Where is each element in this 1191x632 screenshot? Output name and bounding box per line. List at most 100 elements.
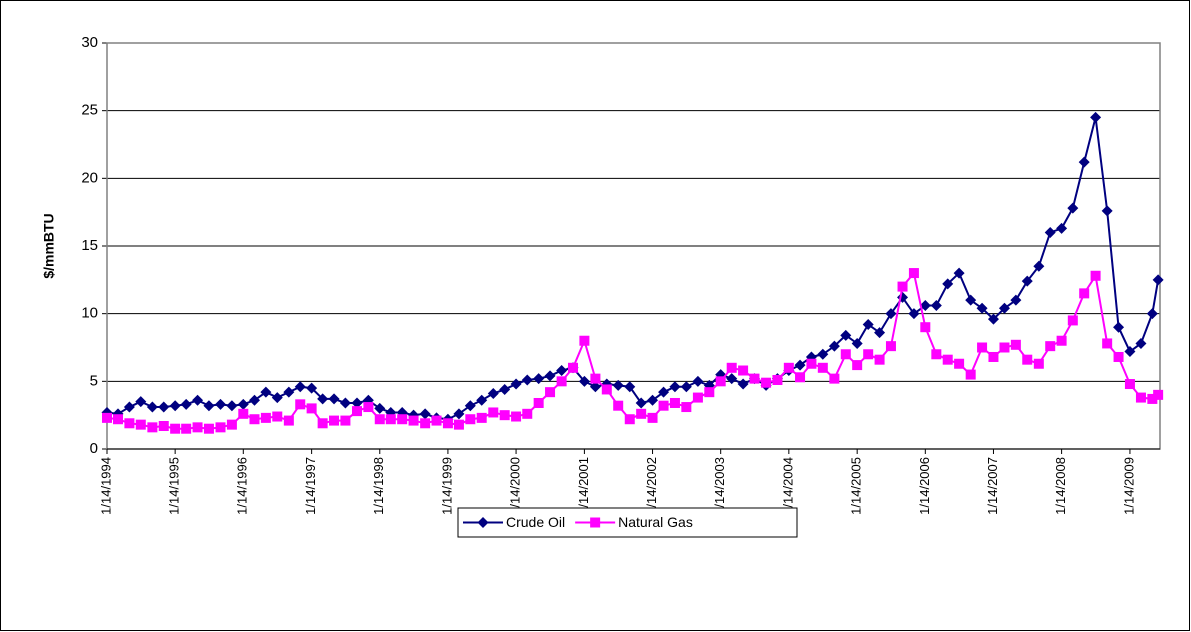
marker (283, 415, 294, 426)
marker (568, 362, 579, 373)
marker (260, 386, 272, 398)
marker (1147, 393, 1158, 404)
marker (1044, 226, 1056, 238)
marker (1146, 308, 1158, 320)
marker (1045, 341, 1056, 352)
marker (817, 348, 829, 360)
legend-box (457, 507, 798, 538)
marker (238, 408, 249, 419)
marker (1113, 321, 1125, 333)
marker (1090, 270, 1101, 281)
marker (613, 400, 624, 411)
marker (658, 400, 669, 411)
marker (1135, 392, 1146, 403)
marker (998, 302, 1010, 314)
legend-label: Crude Oil (506, 514, 565, 530)
marker (1152, 274, 1164, 286)
marker (601, 384, 612, 395)
marker (1102, 338, 1113, 349)
y-tick-label: 5 (90, 372, 98, 389)
marker (647, 394, 659, 406)
marker (203, 400, 215, 412)
marker (420, 418, 431, 429)
marker (419, 408, 431, 420)
marker (669, 381, 681, 393)
marker (1067, 315, 1078, 326)
marker (556, 365, 568, 377)
marker (908, 308, 920, 320)
marker (397, 414, 408, 425)
marker (215, 398, 227, 410)
marker (635, 397, 647, 409)
marker (590, 517, 601, 528)
marker (874, 354, 885, 365)
marker (226, 419, 237, 430)
marker (681, 402, 692, 413)
marker (1101, 205, 1113, 217)
marker (510, 378, 522, 390)
marker (976, 302, 988, 314)
marker (624, 381, 636, 393)
legend: Crude Oil Natural Gas (457, 507, 798, 538)
marker (862, 318, 874, 330)
marker (1078, 156, 1090, 168)
marker (1124, 379, 1135, 390)
marker (795, 372, 806, 383)
marker (533, 373, 545, 385)
y-tick-label: 15 (81, 237, 98, 254)
marker (851, 337, 863, 349)
marker (863, 349, 874, 360)
marker (488, 407, 499, 418)
y-tick-label: 20 (81, 169, 98, 186)
marker (669, 397, 680, 408)
marker (726, 362, 737, 373)
marker (453, 419, 464, 430)
marker (1010, 339, 1021, 350)
marker (521, 374, 533, 386)
marker (919, 300, 931, 312)
marker (545, 387, 556, 398)
marker (953, 267, 965, 279)
marker (544, 370, 556, 382)
marker (828, 340, 840, 352)
marker (874, 327, 886, 339)
marker (226, 400, 238, 412)
series-line (106, 270, 1159, 430)
x-tick-label: 1/14/2005 (849, 457, 864, 515)
marker (374, 414, 385, 425)
y-tick-label: 25 (81, 102, 98, 119)
x-tick-label: 1/14/1994 (98, 457, 113, 515)
marker (829, 373, 840, 384)
marker (158, 420, 169, 431)
marker (146, 401, 158, 413)
marker (1135, 337, 1147, 349)
marker (930, 300, 942, 312)
marker (1067, 202, 1079, 214)
y-tick-label: 10 (81, 305, 98, 322)
x-tick-label: 1/14/2004 (780, 457, 795, 515)
marker (147, 422, 158, 433)
y-tick-label: 30 (81, 34, 98, 51)
y-axis-label: $/mmBTU (41, 213, 57, 278)
marker (737, 378, 749, 390)
marker (590, 373, 601, 384)
marker (692, 392, 703, 403)
marker (1079, 288, 1090, 299)
marker (113, 414, 124, 425)
marker (283, 386, 295, 398)
marker (351, 397, 363, 409)
x-tick-label: 1/14/2006 (917, 457, 932, 515)
marker (1033, 358, 1044, 369)
marker (920, 322, 931, 333)
marker (408, 415, 419, 426)
marker (885, 308, 897, 320)
y-tick-label: 0 (90, 440, 98, 457)
marker (465, 414, 476, 425)
legend-label: Natural Gas (618, 514, 693, 530)
x-tick-label: 1/14/2007 (985, 457, 1000, 515)
marker (431, 415, 442, 426)
marker (738, 365, 749, 376)
marker (135, 396, 147, 408)
marker (272, 411, 283, 422)
x-tick-label: 1/14/1996 (235, 457, 250, 515)
